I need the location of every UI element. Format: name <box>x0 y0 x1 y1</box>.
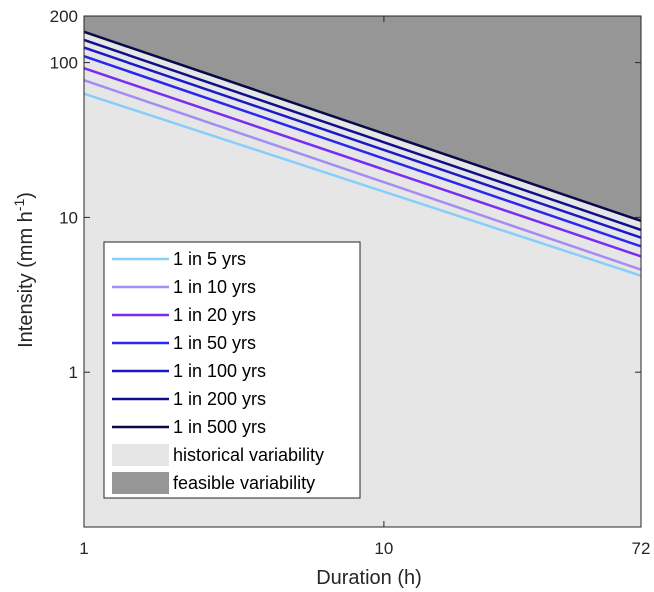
series-line-4 <box>83 55 642 248</box>
legend-label: 1 in 100 yrs <box>173 361 266 381</box>
legend-label: 1 in 20 yrs <box>173 305 256 325</box>
series-line-3 <box>83 67 642 258</box>
legend-label: 1 in 200 yrs <box>173 389 266 409</box>
series-line-6 <box>83 38 642 232</box>
series-line-1 <box>83 92 642 277</box>
legend-label: feasible variability <box>173 473 315 493</box>
x-tick-label: 72 <box>632 539 651 558</box>
x-tick-label: 1 <box>79 539 88 558</box>
series-lines <box>83 30 642 277</box>
series-line-5 <box>83 46 642 239</box>
y-tick-label: 1 <box>69 363 78 382</box>
legend-label: 1 in 50 yrs <box>173 333 256 353</box>
x-axis-title: Duration (h) <box>316 567 422 589</box>
legend-label: 1 in 5 yrs <box>173 249 246 269</box>
legend-swatch <box>112 472 169 494</box>
legend-swatch <box>112 444 169 466</box>
axis-ticks: 1 10 72 1 10 100 200 <box>50 7 651 558</box>
legend-label: 1 in 10 yrs <box>173 277 256 297</box>
y-tick-label: 10 <box>59 208 78 227</box>
y-tick-label: 100 <box>50 54 78 73</box>
legend: 1 in 5 yrs 1 in 10 yrs 1 in 20 yrs 1 in 50 … <box>103 241 361 499</box>
feasible-variability-area <box>84 16 641 221</box>
series-line-2 <box>83 78 642 271</box>
y-tick-label: 200 <box>50 7 78 26</box>
y-axis-title: Intensity (mm h-1) <box>11 192 37 348</box>
legend-label: 1 in 500 yrs <box>173 417 266 437</box>
x-tick-label: 10 <box>374 539 393 558</box>
series-line-7 <box>83 30 642 223</box>
plot-frame <box>83 15 642 528</box>
legend-label: historical variability <box>173 445 324 465</box>
